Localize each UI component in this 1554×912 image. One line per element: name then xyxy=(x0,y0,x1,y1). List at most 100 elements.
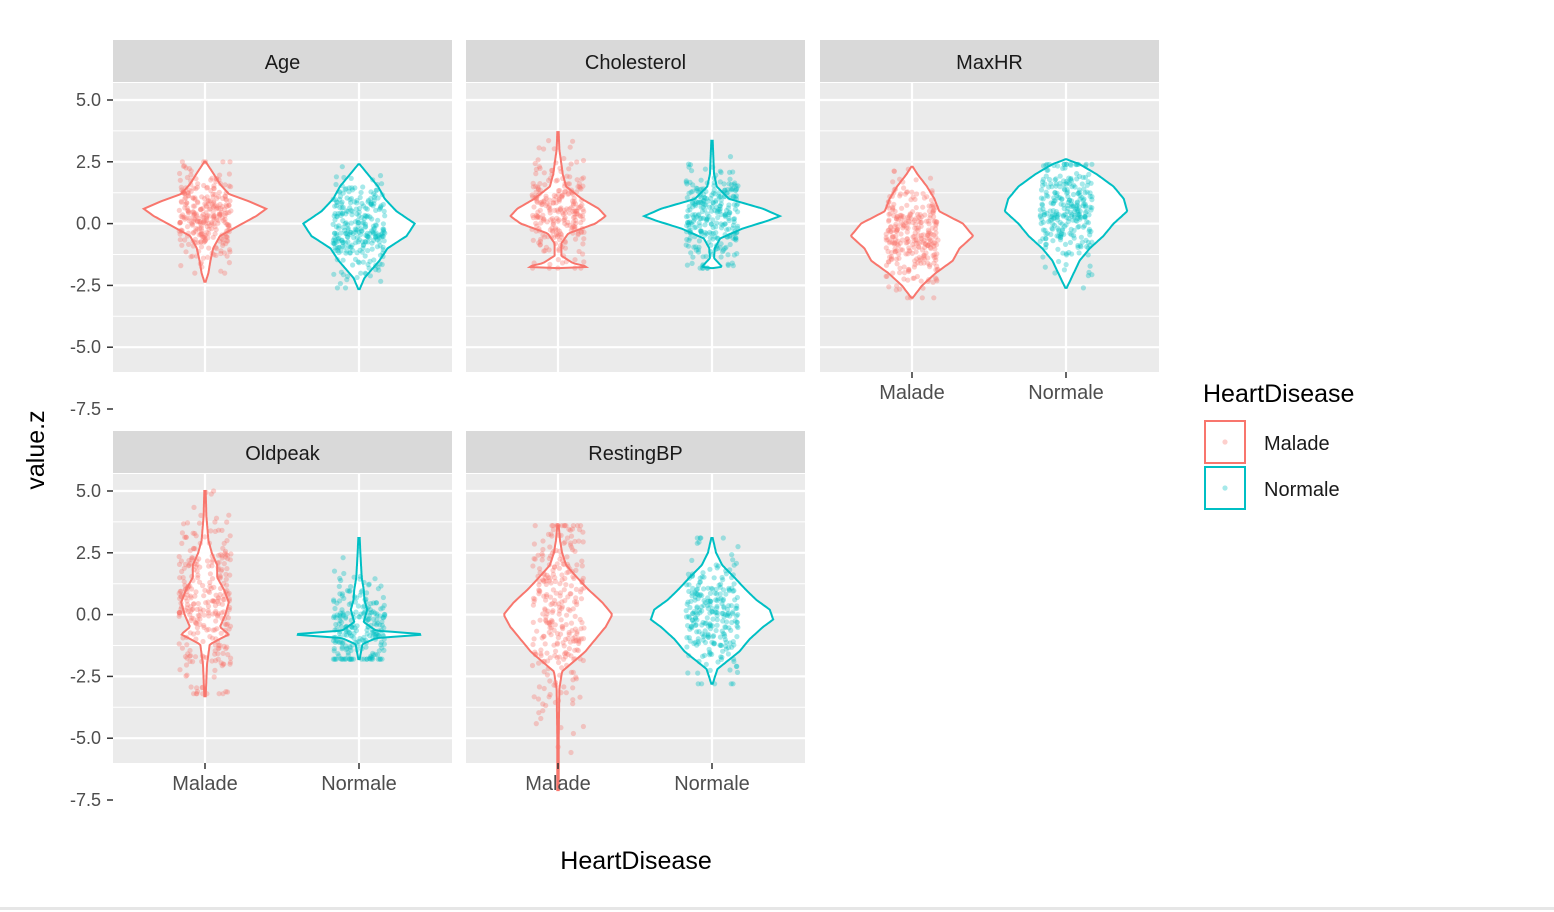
data-point xyxy=(380,614,386,621)
data-point xyxy=(217,212,223,218)
data-point xyxy=(363,619,369,625)
data-point xyxy=(530,641,536,648)
data-point xyxy=(197,564,203,570)
data-point xyxy=(225,615,231,621)
data-point xyxy=(720,535,726,541)
data-point xyxy=(726,215,732,221)
data-point xyxy=(894,261,900,267)
data-point xyxy=(334,199,340,206)
data-point xyxy=(179,187,185,193)
data-point xyxy=(731,182,737,188)
data-point xyxy=(934,278,940,284)
data-point xyxy=(901,223,907,229)
data-point xyxy=(378,203,384,209)
data-point xyxy=(933,276,940,282)
data-point xyxy=(1088,228,1094,235)
data-point xyxy=(348,244,354,250)
data-point xyxy=(187,560,193,566)
data-point xyxy=(919,247,926,253)
data-point xyxy=(561,253,567,259)
data-point xyxy=(890,179,896,185)
data-point xyxy=(580,723,587,730)
data-point xyxy=(905,166,911,172)
data-point xyxy=(357,573,363,580)
data-point xyxy=(555,635,562,641)
data-point xyxy=(1056,229,1062,235)
data-point xyxy=(1084,219,1090,225)
data-point xyxy=(565,651,571,658)
data-point xyxy=(731,252,738,258)
data-point xyxy=(725,610,732,617)
data-point xyxy=(363,271,369,277)
data-point xyxy=(193,176,199,182)
data-point xyxy=(689,593,695,599)
data-point xyxy=(906,268,912,275)
data-point xyxy=(546,629,552,635)
data-point xyxy=(685,213,691,219)
data-point xyxy=(337,628,343,635)
data-point xyxy=(555,523,561,529)
data-point xyxy=(343,230,349,236)
data-point xyxy=(340,224,346,230)
data-point xyxy=(696,607,703,613)
data-point xyxy=(710,236,716,242)
y-tick-label: -5.0 xyxy=(70,337,101,357)
data-point xyxy=(1072,206,1079,212)
data-point xyxy=(193,533,199,539)
data-point xyxy=(702,620,708,627)
data-point xyxy=(178,594,184,600)
data-point xyxy=(906,247,912,253)
data-point xyxy=(195,200,201,206)
data-point xyxy=(731,588,737,594)
data-point xyxy=(333,181,339,188)
data-point xyxy=(1048,200,1054,206)
data-point xyxy=(1064,186,1070,193)
data-point xyxy=(719,628,725,634)
data-point xyxy=(719,574,725,581)
data-point xyxy=(911,233,917,240)
data-point xyxy=(718,642,724,649)
data-point xyxy=(580,213,586,219)
data-point xyxy=(334,626,340,632)
data-point xyxy=(202,220,209,226)
data-point xyxy=(569,526,576,532)
data-point xyxy=(1054,190,1060,196)
data-point xyxy=(916,225,922,231)
data-point xyxy=(694,611,701,618)
data-point xyxy=(550,221,556,227)
data-point xyxy=(535,184,541,190)
data-point xyxy=(1085,239,1091,245)
data-point xyxy=(930,208,936,214)
data-point xyxy=(566,569,572,575)
data-point xyxy=(575,231,581,237)
data-point xyxy=(187,612,193,618)
data-point xyxy=(179,645,185,651)
data-point xyxy=(224,203,230,209)
data-point xyxy=(556,248,562,254)
data-point xyxy=(572,656,578,662)
data-point xyxy=(547,261,553,267)
data-point xyxy=(734,229,740,235)
data-point xyxy=(552,207,558,213)
data-point xyxy=(733,202,740,208)
data-point xyxy=(890,205,896,211)
data-point xyxy=(206,626,212,633)
data-point xyxy=(687,626,693,632)
data-point xyxy=(188,684,194,690)
data-point xyxy=(359,249,365,255)
data-point xyxy=(211,584,217,591)
data-point xyxy=(1050,238,1056,244)
violin-normale xyxy=(296,537,422,661)
data-point xyxy=(221,540,227,547)
data-point xyxy=(709,204,715,210)
data-point xyxy=(1084,244,1090,250)
data-point xyxy=(212,610,219,616)
data-point xyxy=(699,622,705,628)
data-point xyxy=(340,612,347,619)
legend-label: Normale xyxy=(1264,479,1340,501)
data-point xyxy=(577,212,583,218)
data-point xyxy=(200,691,206,697)
data-point xyxy=(730,588,736,594)
data-point xyxy=(692,615,699,621)
data-point xyxy=(715,245,721,252)
